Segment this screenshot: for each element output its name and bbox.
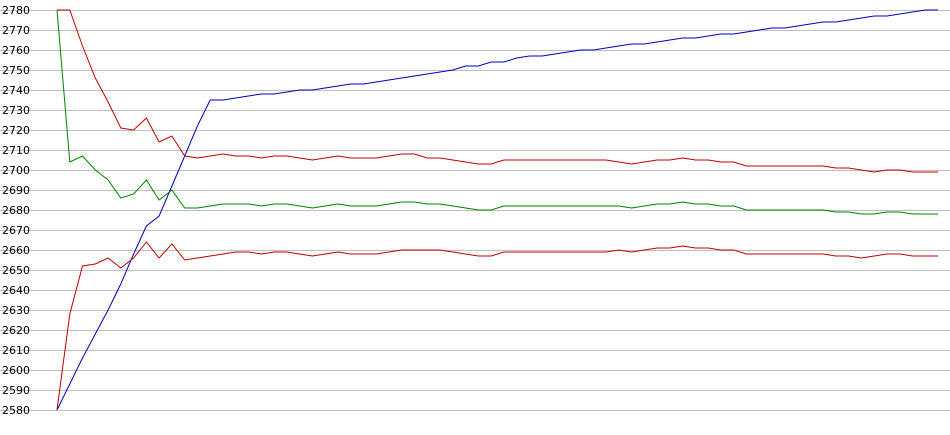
y-tick-label: 2580 [2,404,30,417]
y-tick-label: 2660 [2,244,30,257]
y-tick-label: 2740 [2,84,30,97]
y-tick-label: 2600 [2,364,30,377]
y-tick-label: 2670 [2,224,30,237]
y-tick-label: 2700 [2,164,30,177]
y-tick-label: 2690 [2,184,30,197]
series-line-3 [56,9,938,215]
series-line-2 [57,9,938,173]
y-tick-label: 2750 [2,64,30,77]
y-tick-label: 2720 [2,124,30,137]
y-tick-label: 2640 [2,284,30,297]
y-tick-label: 2770 [2,24,30,37]
y-axis-tick-labels: 2580 2590 2600 2610 2620 2630 2640 2650 2660 2670… [2,4,30,417]
y-tick-label: 2760 [2,44,30,57]
y-tick-label: 2680 [2,204,30,217]
y-tick-label: 2620 [2,324,30,337]
grid-lines [0,10,950,411]
y-tick-label: 2710 [2,144,30,157]
y-tick-label: 2590 [2,384,30,397]
series-line-4 [56,241,938,411]
series-lines [56,9,938,411]
y-tick-label: 2780 [2,4,30,17]
y-tick-label: 2610 [2,344,30,357]
y-tick-label: 2730 [2,104,30,117]
y-tick-label: 2630 [2,304,30,317]
series-line-1 [56,9,938,411]
y-tick-label: 2650 [2,264,30,277]
